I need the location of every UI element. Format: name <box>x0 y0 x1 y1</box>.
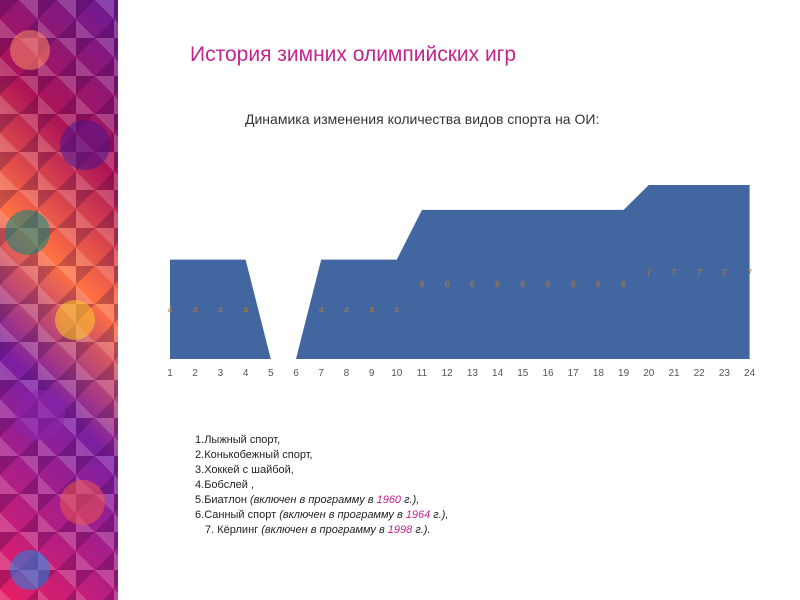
data-label: 4 <box>218 305 223 315</box>
x-tick-label: 20 <box>643 368 655 379</box>
x-tick-label: 11 <box>417 368 428 379</box>
x-tick-label: 6 <box>293 368 299 379</box>
legend-text: Кёрлинг <box>217 524 262 536</box>
legend-text: г.), <box>430 509 449 521</box>
legend-text: Лыжный спорт, <box>204 434 281 446</box>
x-tick-label: 9 <box>369 368 375 379</box>
legend-text: 6. <box>195 509 205 521</box>
data-label: 6 <box>596 279 601 289</box>
legend-text: 3. <box>195 464 205 476</box>
data-label: 4 <box>193 305 198 315</box>
data-label: 4 <box>243 305 248 315</box>
data-label: 4 <box>394 305 399 315</box>
x-tick-label: 10 <box>391 368 403 379</box>
x-tick-label: 15 <box>517 368 529 379</box>
x-tick-label: 16 <box>542 368 554 379</box>
decorative-patchwork-sidebar <box>0 0 118 600</box>
area-series <box>170 185 750 359</box>
legend-item: 1.Лыжный спорт, <box>195 433 449 448</box>
x-tick-label: 19 <box>618 368 630 379</box>
x-tick-label: 12 <box>442 368 454 379</box>
data-label: 6 <box>621 279 626 289</box>
x-tick-label: 2 <box>192 368 198 379</box>
data-label: 6 <box>445 279 450 289</box>
x-tick-label: 14 <box>492 368 504 379</box>
x-tick-label: 5 <box>268 368 274 379</box>
legend-text: 4. <box>195 479 205 491</box>
data-label: 6 <box>419 279 424 289</box>
x-tick-label: 13 <box>467 368 479 379</box>
legend-item: 4.Бобслей , <box>195 478 449 493</box>
data-label: 4 <box>369 305 374 315</box>
legend-item: 7. Кёрлинг (включен в программу в 1998 г… <box>195 523 449 538</box>
legend-text: 7. <box>205 524 218 536</box>
x-tick-label: 22 <box>694 368 706 379</box>
legend-text: (включен в программу в <box>279 509 406 521</box>
x-tick-label: 17 <box>568 368 580 379</box>
x-tick-label: 21 <box>668 368 680 379</box>
x-tick-label: 8 <box>344 368 350 379</box>
legend-text: г.). <box>412 524 431 536</box>
legend-text: 5. <box>195 494 205 506</box>
legend-text: Хоккей с шайбой, <box>204 464 294 476</box>
legend-text: Конькобежный спорт, <box>204 449 313 461</box>
legend-text: 2. <box>195 449 205 461</box>
data-label: 6 <box>520 279 525 289</box>
legend-text: 1964 <box>405 509 431 521</box>
slide-title: История зимних олимпийских игр <box>190 43 517 66</box>
data-label: 6 <box>545 279 550 289</box>
legend-text: 1. <box>195 434 205 446</box>
legend-item: 5.Биатлон (включен в программу в 1960 г.… <box>195 493 449 508</box>
data-label: 4 <box>344 305 349 315</box>
chart-subtitle: Динамика изменения количества видов спор… <box>245 111 600 127</box>
data-label: 7 <box>697 268 702 278</box>
x-tick-label: 7 <box>318 368 324 379</box>
data-label: 7 <box>646 268 651 278</box>
x-tick-label: 1 <box>167 368 173 379</box>
legend-item: 2.Конькобежный спорт, <box>195 448 449 463</box>
legend-text: 1998 <box>387 524 413 536</box>
sports-count-area-chart: 4 4 4 4 4 4 4 46 6 6 6 6 6 6 6 67 7 7 7 7 1 2 3 4 5 6 7 8 9 10 11 12 13… <box>167 185 756 379</box>
legend-text: Бобслей , <box>204 479 254 491</box>
data-label: 4 <box>167 305 172 315</box>
sports-legend: 1.Лыжный спорт, 2.Конькобежный спорт, 3.Хо… <box>195 433 449 538</box>
legend-item: 3.Хоккей с шайбой, <box>195 463 449 478</box>
legend-text: (включен в программу в <box>261 524 388 536</box>
x-tick-label: 24 <box>744 368 756 379</box>
data-label: 7 <box>671 268 676 278</box>
x-tick-label: 18 <box>593 368 605 379</box>
data-label: 6 <box>495 279 500 289</box>
x-tick-label: 4 <box>243 368 249 379</box>
legend-item: 6.Санный спорт (включен в программу в 19… <box>195 508 449 523</box>
legend-text: Биатлон <box>204 494 251 506</box>
legend-text: Санный спорт <box>204 509 280 521</box>
data-label: 7 <box>722 268 727 278</box>
x-tick-label: 3 <box>218 368 224 379</box>
data-label: 7 <box>747 268 752 278</box>
legend-text: г.), <box>401 494 420 506</box>
data-label: 6 <box>470 279 475 289</box>
data-label: 6 <box>571 279 576 289</box>
data-label: 4 <box>319 305 324 315</box>
x-tick-label: 23 <box>719 368 731 379</box>
legend-text: 1960 <box>376 494 402 506</box>
legend-text: (включен в программу в <box>250 494 377 506</box>
